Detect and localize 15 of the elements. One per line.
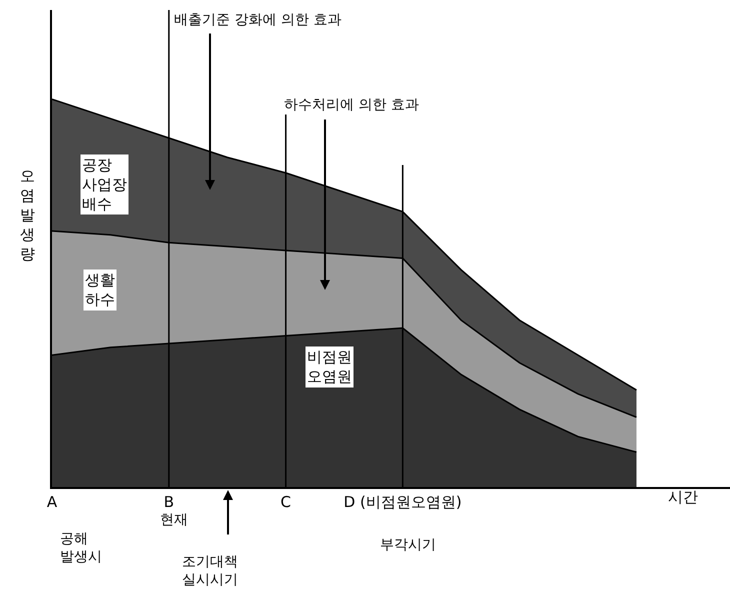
text: 공해 발생시 [60,531,102,566]
annotation: 하수처리에 의한 효과 [284,97,419,113]
series-label: 비점원 오염원 [307,348,352,386]
y-axis-title: 오염발생량 [20,167,35,263]
text: 부각시기 [380,537,436,553]
x-axis-title: 시간 [668,488,698,506]
series-label: 공장 사업장 배수 [82,156,127,213]
x-tick-label: C [280,492,292,511]
text: 현재 [160,512,188,528]
text: 조기대책 실시시기 [182,554,238,588]
text: 배출기준 강화에 의한 효과 [174,12,342,28]
x-tick-label: D (비점원오염원) [344,492,462,511]
x-tick-label: A [46,492,58,511]
x-tick-label: B [164,492,174,511]
series-label: 생활 하수 [85,271,115,308]
